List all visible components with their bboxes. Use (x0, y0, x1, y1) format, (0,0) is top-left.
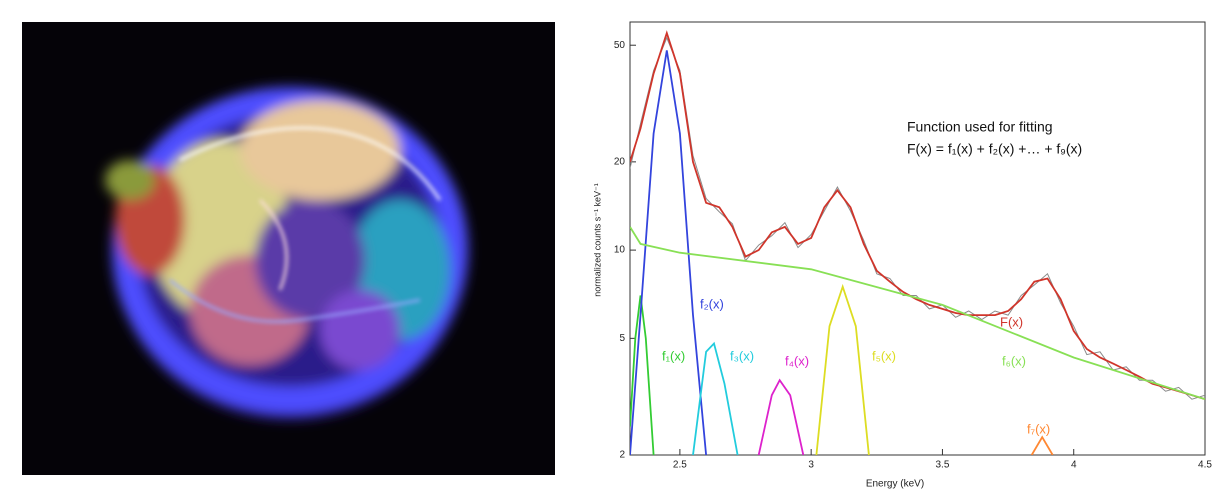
y-tick-label: 2 (619, 450, 625, 461)
x-tick-label: 4.5 (1198, 460, 1212, 471)
series-line (692, 341, 739, 455)
annotation: F(x) = f₁(x) + f₂(x) +… + f₉(x) (907, 141, 1082, 157)
series-line (630, 226, 1205, 401)
series-line (757, 378, 805, 455)
series-label: f₂(x) (700, 296, 724, 311)
y-tick-label: 5 (619, 333, 625, 344)
series-label: f₃(x) (730, 348, 754, 363)
x-axis-title: Energy (keV) (866, 479, 924, 490)
series-label: f₁(x) (662, 348, 685, 363)
y-tick-label: 50 (614, 40, 626, 51)
series-line (630, 30, 1205, 401)
y-tick-label: 20 (614, 157, 626, 168)
y-tick-label: 10 (614, 245, 626, 256)
series-layer (630, 30, 1205, 455)
series-label: f₇(x) (1027, 421, 1050, 436)
x-tick-label: 3 (808, 460, 814, 471)
nebula-image (22, 22, 555, 475)
data-line (630, 36, 1205, 400)
series-label: f₆(x) (1002, 353, 1026, 368)
y-axis-title: normalized counts s⁻¹ keV⁻¹ (592, 183, 602, 297)
x-tick-label: 3.5 (935, 460, 949, 471)
series-line (1030, 435, 1054, 455)
series-label: F(x) (1000, 314, 1023, 329)
series-line (815, 283, 870, 455)
series-line (630, 295, 655, 455)
series-line (630, 50, 707, 455)
x-tick-label: 4 (1071, 460, 1077, 471)
plot-area (629, 21, 1206, 456)
x-tick-label: 2.5 (673, 460, 687, 471)
series-label: f₄(x) (785, 353, 809, 368)
series-label: f₅(x) (872, 348, 896, 363)
annotation: Function used for fitting (907, 119, 1053, 135)
